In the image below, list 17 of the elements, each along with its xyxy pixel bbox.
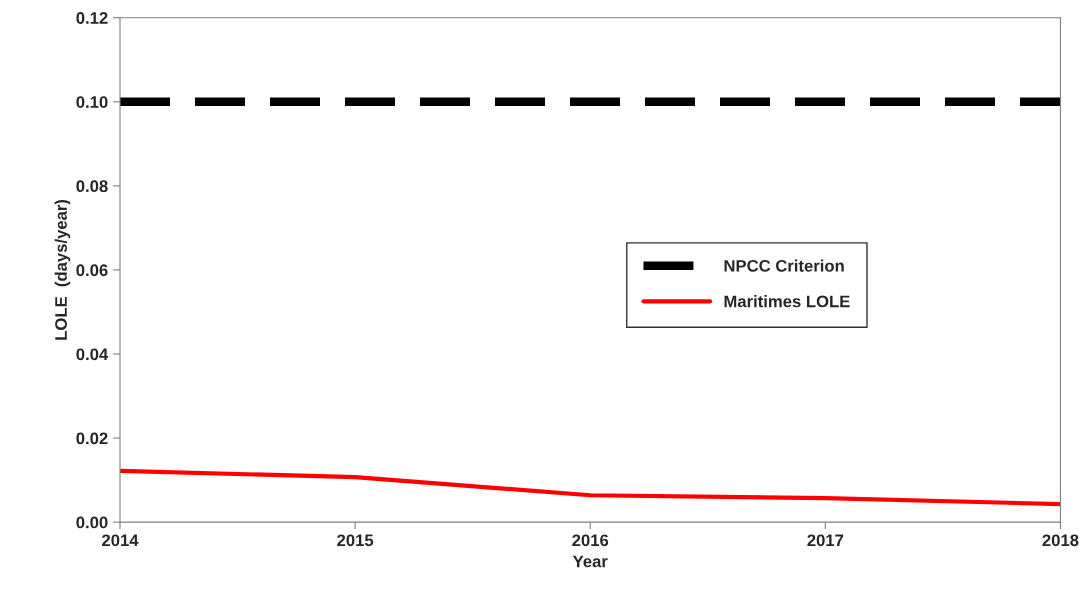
y-tick-label: 0.00 bbox=[76, 516, 108, 529]
line-series bbox=[120, 468, 1061, 507]
x-axis-title: Year bbox=[572, 555, 608, 568]
y-tick-label: 0.06 bbox=[76, 264, 108, 277]
y-tick-label: 0.12 bbox=[76, 12, 108, 24]
x-tick-label: 2017 bbox=[807, 534, 844, 547]
legend-label: NPCC Criterion bbox=[724, 259, 844, 272]
x-tick-label: 2018 bbox=[1042, 534, 1079, 547]
x-tick-label: 2014 bbox=[102, 534, 139, 547]
y-tick-label: 0.10 bbox=[76, 96, 108, 108]
y-tick-label: 0.08 bbox=[76, 180, 108, 193]
y-axis-title: LOLE (days/year) bbox=[54, 199, 71, 340]
legend-label: Maritimes LOLE bbox=[724, 295, 850, 308]
y-tick-label: 0.02 bbox=[76, 432, 108, 445]
x-tick-label: 2016 bbox=[572, 534, 609, 547]
y-tick-label: 0.04 bbox=[76, 348, 109, 361]
x-tick-label: 2015 bbox=[337, 534, 374, 547]
